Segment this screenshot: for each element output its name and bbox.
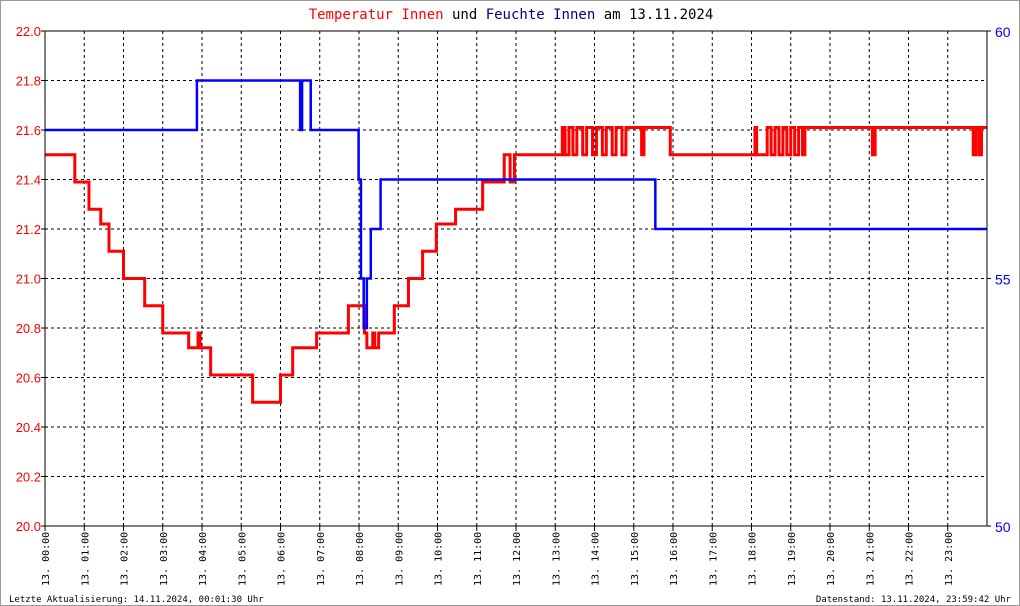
y-left-tick-label: 22.0 xyxy=(16,24,41,39)
x-tick-label: 13. 14:00 xyxy=(591,532,602,586)
x-tick-label: 13. 13:00 xyxy=(551,532,562,586)
footer-last-update: Letzte Aktualisierung: 14.11.2024, 00:01… xyxy=(9,595,264,605)
x-tick-label: 13. 08:00 xyxy=(355,532,366,586)
x-tick-label: 13. 15:00 xyxy=(630,532,641,586)
x-tick-label: 13. 20:00 xyxy=(826,532,837,586)
y-left-tick-label: 21.0 xyxy=(16,272,41,287)
x-tick-label: 13. 23:00 xyxy=(944,532,955,586)
y-left-tick-label: 20.8 xyxy=(16,321,41,336)
x-tick-label: 13. 03:00 xyxy=(159,532,170,586)
y-right-tick-label: 55 xyxy=(995,272,1011,288)
x-tick-label: 13. 01:00 xyxy=(80,532,91,586)
x-tick-label: 13. 19:00 xyxy=(787,532,798,586)
y-right-tick-label: 60 xyxy=(995,24,1011,40)
x-tick-label: 13. 12:00 xyxy=(512,532,523,586)
x-tick-label: 13. 09:00 xyxy=(394,532,405,586)
y-left-tick-label: 20.0 xyxy=(16,519,41,534)
x-tick-label: 13. 02:00 xyxy=(120,532,131,586)
x-tick-label: 13. 11:00 xyxy=(473,532,484,586)
x-tick-label: 13. 06:00 xyxy=(277,532,288,586)
title-part: Temperatur Innen xyxy=(309,7,444,23)
title-part: am 13.11.2024 xyxy=(595,7,713,23)
title-part: und xyxy=(444,7,486,23)
footer-data-timestamp: Datenstand: 13.11.2024, 23:59:42 Uhr xyxy=(816,595,1012,605)
y-left-tick-label: 20.4 xyxy=(16,420,41,435)
x-tick-label: 13. 18:00 xyxy=(748,532,759,586)
y-left-tick-label: 21.8 xyxy=(16,74,41,89)
y-left-tick-label: 21.2 xyxy=(16,222,41,237)
series-line-temperature xyxy=(45,126,987,404)
x-tick-label: 13. 21:00 xyxy=(865,532,876,586)
x-tick-label: 13. 00:00 xyxy=(41,532,52,586)
chart-title: Temperatur Innen und Feuchte Innen am 13… xyxy=(309,7,714,23)
x-tick-label: 13. 17:00 xyxy=(708,532,719,586)
y-left-tick-label: 20.2 xyxy=(16,470,41,485)
x-tick-label: 13. 04:00 xyxy=(198,532,209,586)
y-left-tick-label: 21.6 xyxy=(16,123,41,138)
title-part: Feuchte Innen xyxy=(486,7,596,23)
x-tick-label: 13. 10:00 xyxy=(434,532,445,586)
x-tick-label: 13. 05:00 xyxy=(237,532,248,586)
y-left-tick-label: 21.4 xyxy=(16,173,41,188)
x-tick-label: 13. 22:00 xyxy=(905,532,916,586)
series-line-humidity xyxy=(45,79,987,330)
x-tick-label: 13. 16:00 xyxy=(669,532,680,586)
y-right-tick-label: 50 xyxy=(995,519,1011,535)
y-left-tick-label: 20.6 xyxy=(16,371,41,386)
plot-frame xyxy=(44,30,988,527)
x-tick-label: 13. 07:00 xyxy=(316,532,327,586)
